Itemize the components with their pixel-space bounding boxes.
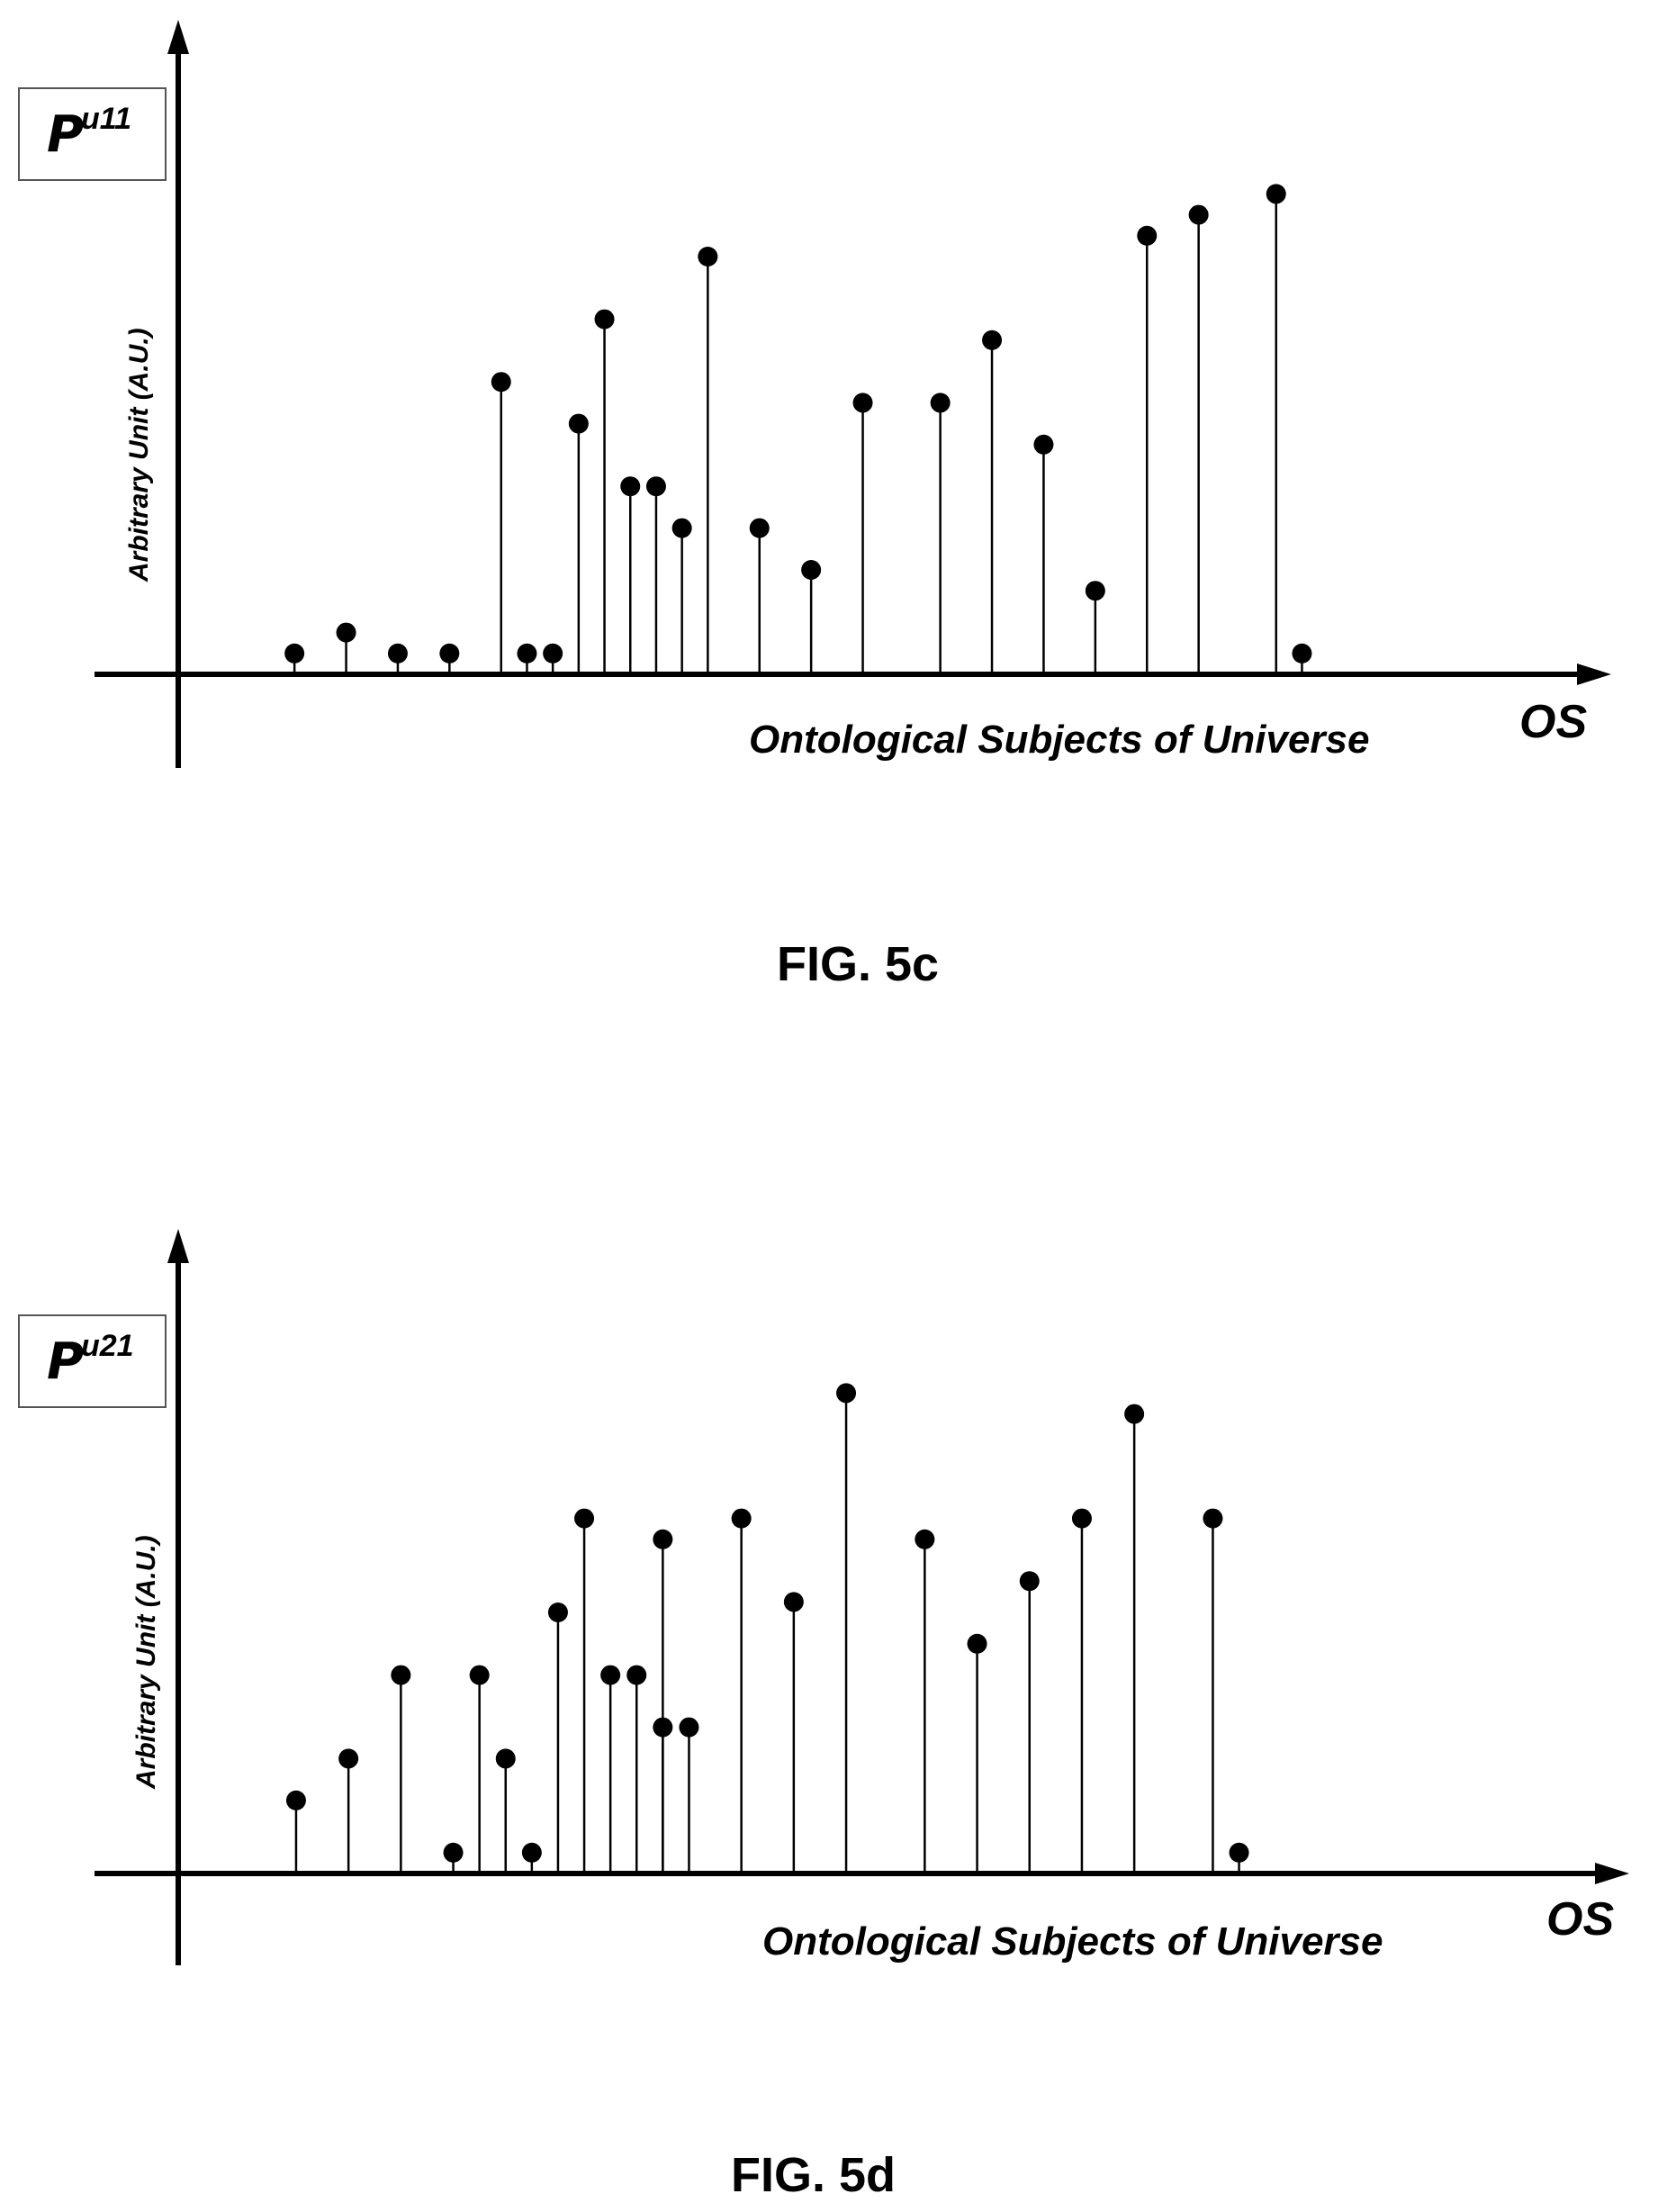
- data-point: [594, 309, 615, 330]
- data-point: [1124, 1404, 1145, 1424]
- data-point: [568, 413, 589, 434]
- figure-5c: P u11 Arbitrary Unit (A.U.) Ontological …: [18, 20, 1611, 991]
- figure-caption: FIG. 5d: [731, 2148, 897, 2202]
- data-point: [671, 518, 692, 538]
- legend-symbol: P: [47, 1332, 85, 1391]
- data-point: [731, 1508, 752, 1529]
- x-axis-end-label: OS: [1546, 1893, 1615, 1946]
- x-axis-arrowhead: [1595, 1863, 1629, 1884]
- x-axis-end-label: OS: [1519, 696, 1588, 748]
- legend-superscript: u11: [81, 102, 132, 136]
- data-point: [653, 1529, 673, 1549]
- data-point: [391, 1665, 411, 1685]
- data-point: [336, 622, 356, 643]
- data-point: [338, 1748, 359, 1769]
- data-point: [679, 1717, 699, 1738]
- data-point: [626, 1665, 647, 1685]
- legend-symbol: P: [47, 105, 85, 164]
- data-point: [645, 476, 666, 497]
- data-point: [1292, 643, 1312, 664]
- data-point: [852, 393, 873, 413]
- data-point: [1229, 1842, 1249, 1863]
- data-point: [600, 1665, 621, 1685]
- data-point: [543, 643, 563, 664]
- data-point: [836, 1383, 857, 1404]
- data-point: [930, 393, 951, 413]
- data-point: [495, 1748, 516, 1769]
- data-point: [1137, 225, 1158, 246]
- y-axis-arrowhead: [167, 20, 189, 54]
- data-point: [1266, 184, 1286, 204]
- data-point: [1019, 1571, 1040, 1592]
- data-point: [915, 1529, 935, 1549]
- y-axis-label: Arbitrary Unit (A.U.): [131, 1535, 161, 1789]
- data-point: [521, 1842, 542, 1863]
- figure-caption: FIG. 5c: [777, 937, 940, 991]
- data-point: [469, 1665, 490, 1685]
- x-axis-label: Ontological Subjects of Universe: [749, 718, 1370, 762]
- data-point: [1033, 434, 1054, 455]
- data-point: [284, 643, 305, 664]
- data-point: [620, 476, 641, 497]
- y-axis-label: Arbitrary Unit (A.U.): [124, 328, 154, 582]
- data-point: [443, 1842, 464, 1863]
- legend-box: P u21: [18, 1314, 167, 1408]
- x-axis-arrowhead: [1577, 664, 1611, 685]
- data-point: [547, 1603, 568, 1622]
- legend-box: P u11: [18, 87, 167, 181]
- data-point: [285, 1790, 306, 1810]
- data-point: [574, 1508, 595, 1529]
- legend-superscript: u21: [81, 1329, 134, 1363]
- stem-plot-5c: [95, 20, 1611, 768]
- y-axis-arrowhead: [167, 1229, 189, 1263]
- data-point: [1071, 1508, 1092, 1529]
- data-point: [491, 372, 511, 393]
- data-point: [982, 330, 1003, 350]
- stem-plot-5d: [95, 1229, 1629, 1965]
- data-point: [1203, 1508, 1223, 1529]
- figure-5d: P u21 Arbitrary Unit (A.U.) Ontological …: [0, 1106, 1658, 2212]
- data-point: [749, 518, 770, 538]
- data-point: [439, 643, 460, 664]
- data-point: [783, 1592, 804, 1612]
- data-point: [1188, 204, 1209, 225]
- data-point: [517, 643, 537, 664]
- data-point: [387, 643, 408, 664]
- x-axis-label: Ontological Subjects of Universe: [762, 1919, 1383, 1964]
- data-point: [1085, 581, 1105, 601]
- data-point: [698, 247, 718, 266]
- data-point: [967, 1633, 987, 1654]
- data-point: [801, 560, 822, 580]
